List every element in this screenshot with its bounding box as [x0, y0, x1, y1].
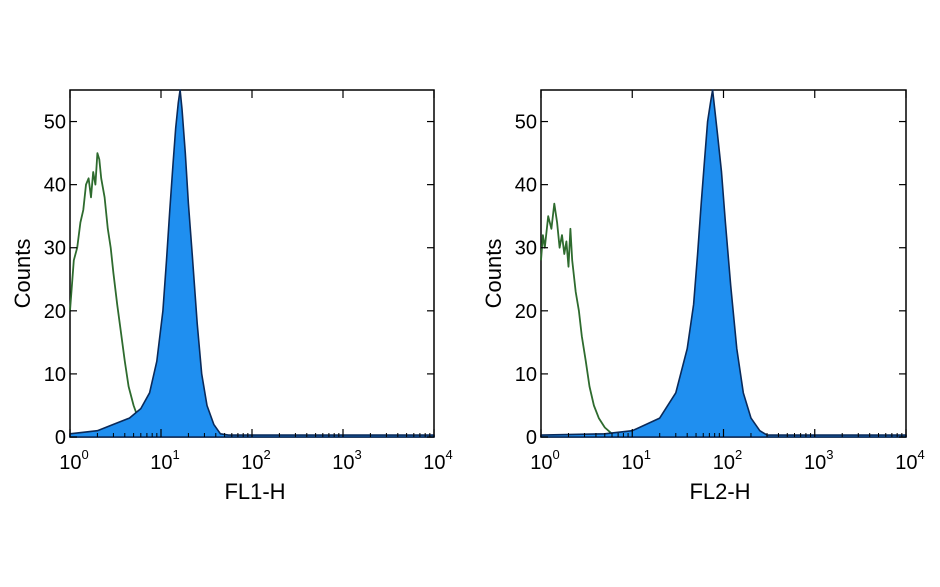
fl2-y-tick-label: 30 — [515, 238, 537, 260]
fl2-y-tick-label: 40 — [515, 175, 537, 197]
fl1-y-tick-label: 20 — [44, 301, 66, 323]
fl1-x-tick-label: 101 — [150, 447, 179, 474]
fl2-x-tick-label: 101 — [622, 447, 651, 474]
fl2-y-tick-label: 0 — [526, 427, 537, 449]
fl1-y-tick-label: 10 — [44, 364, 66, 386]
fl2-y-tick-label: 50 — [515, 112, 537, 134]
fl1-histogram-panel: 0 10 20 30 40 50 100 101 102 103 104 FL1-H Counts — [10, 89, 453, 504]
fl2-x-axis-label: FL2-H — [689, 479, 750, 504]
fl1-y-tick-label: 50 — [44, 112, 66, 134]
fl2-y-axis-label: Counts — [481, 239, 506, 309]
fl1-x-tick-label: 100 — [59, 447, 88, 474]
fl1-stained-histogram-area — [69, 89, 435, 438]
fl2-y-tick-label: 20 — [515, 301, 537, 323]
fl1-y-axis-label: Counts — [10, 239, 35, 309]
fl1-x-axis-label: FL1-H — [224, 479, 285, 504]
fl1-y-tick-label: 30 — [44, 238, 66, 260]
fl1-y-tick-label: 0 — [55, 427, 66, 449]
fl1-x-tick-label: 104 — [423, 447, 452, 474]
fl2-histogram-panel: 0 10 20 30 40 50 100 101 102 103 104 FL2-H Counts — [481, 89, 925, 504]
fl1-plot-frame — [69, 89, 435, 438]
fl1-y-tick-label: 40 — [44, 175, 66, 197]
fl2-x-tick-label: 104 — [895, 447, 924, 474]
fl2-x-tick-label: 103 — [804, 447, 833, 474]
fl2-x-tick-label: 100 — [530, 447, 559, 474]
fl2-y-tick-label: 10 — [515, 364, 537, 386]
fl2-stained-histogram-area — [540, 89, 907, 438]
fl1-x-tick-label: 103 — [332, 447, 361, 474]
fl1-control-histogram-line — [69, 152, 162, 438]
fl2-control-histogram-line — [540, 202, 624, 438]
fl2-x-tick-label: 102 — [713, 447, 742, 474]
fl1-x-tick-label: 102 — [241, 447, 270, 474]
